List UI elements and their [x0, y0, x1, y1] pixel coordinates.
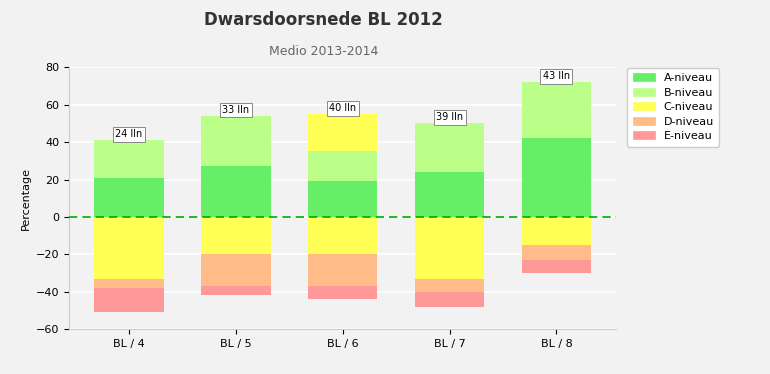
Bar [415, 123, 484, 172]
Bar [201, 116, 270, 166]
Legend: A-niveau, B-niveau, C-niveau, D-niveau, E-niveau: A-niveau, B-niveau, C-niveau, D-niveau, … [627, 68, 719, 147]
Bar [522, 138, 591, 217]
Bar [308, 254, 377, 286]
Text: 39 lln: 39 lln [436, 113, 463, 123]
Text: Medio 2013-2014: Medio 2013-2014 [269, 45, 378, 58]
Bar [308, 114, 377, 151]
Text: 24 lln: 24 lln [116, 129, 142, 140]
Bar [94, 217, 163, 279]
Bar [94, 140, 163, 178]
Bar [94, 279, 163, 288]
Y-axis label: Percentage: Percentage [21, 167, 31, 230]
Bar [201, 254, 270, 286]
Text: 33 lln: 33 lln [223, 105, 249, 115]
Bar [308, 286, 377, 299]
Bar [201, 286, 270, 295]
Bar [522, 217, 591, 245]
Text: 40 lln: 40 lln [329, 103, 357, 113]
Bar [522, 82, 591, 138]
Bar [522, 245, 591, 260]
Bar [415, 279, 484, 292]
Bar [415, 292, 484, 307]
Text: 43 lln: 43 lln [543, 71, 570, 82]
Bar [415, 172, 484, 217]
Bar [522, 260, 591, 273]
Bar [308, 181, 377, 217]
Text: Dwarsdoorsnede BL 2012: Dwarsdoorsnede BL 2012 [204, 11, 443, 29]
Bar [201, 166, 270, 217]
Bar [94, 288, 163, 312]
Bar [308, 217, 377, 254]
Bar [201, 217, 270, 254]
Bar [415, 217, 484, 279]
Bar [308, 151, 377, 181]
Bar [94, 178, 163, 217]
